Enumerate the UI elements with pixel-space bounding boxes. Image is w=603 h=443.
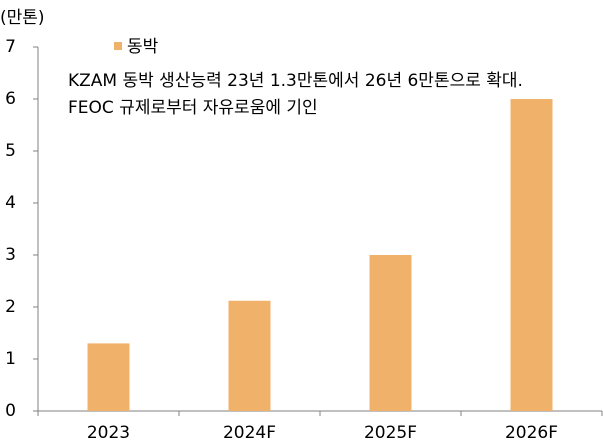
legend-label: 동박 xyxy=(127,37,159,57)
bar xyxy=(369,255,412,411)
x-tick-label: 2024F xyxy=(223,423,276,443)
y-tick-label: 7 xyxy=(5,37,16,57)
unit-label: (만톤) xyxy=(0,8,45,28)
y-tick-label: 0 xyxy=(5,401,16,421)
bar xyxy=(510,99,553,411)
x-tick-label: 2023 xyxy=(87,423,130,443)
y-tick-label: 2 xyxy=(5,297,16,317)
y-tick-label: 6 xyxy=(5,89,16,109)
y-tick-label: 3 xyxy=(5,245,16,265)
x-tick-label: 2025F xyxy=(364,423,417,443)
y-tick-label: 4 xyxy=(5,193,16,213)
annotation: KZAM 동박 생산능력 23년 1.3만톤에서 26년 6만톤으로 확대. xyxy=(68,71,523,91)
annotation: FEOC 규제로부터 자유로움에 기인 xyxy=(68,98,318,118)
y-tick-label: 1 xyxy=(5,349,16,369)
y-tick-label: 5 xyxy=(5,141,16,161)
bar xyxy=(87,343,130,411)
x-tick-label: 2026F xyxy=(505,423,558,443)
legend-swatch xyxy=(114,42,122,50)
bar xyxy=(228,300,271,411)
